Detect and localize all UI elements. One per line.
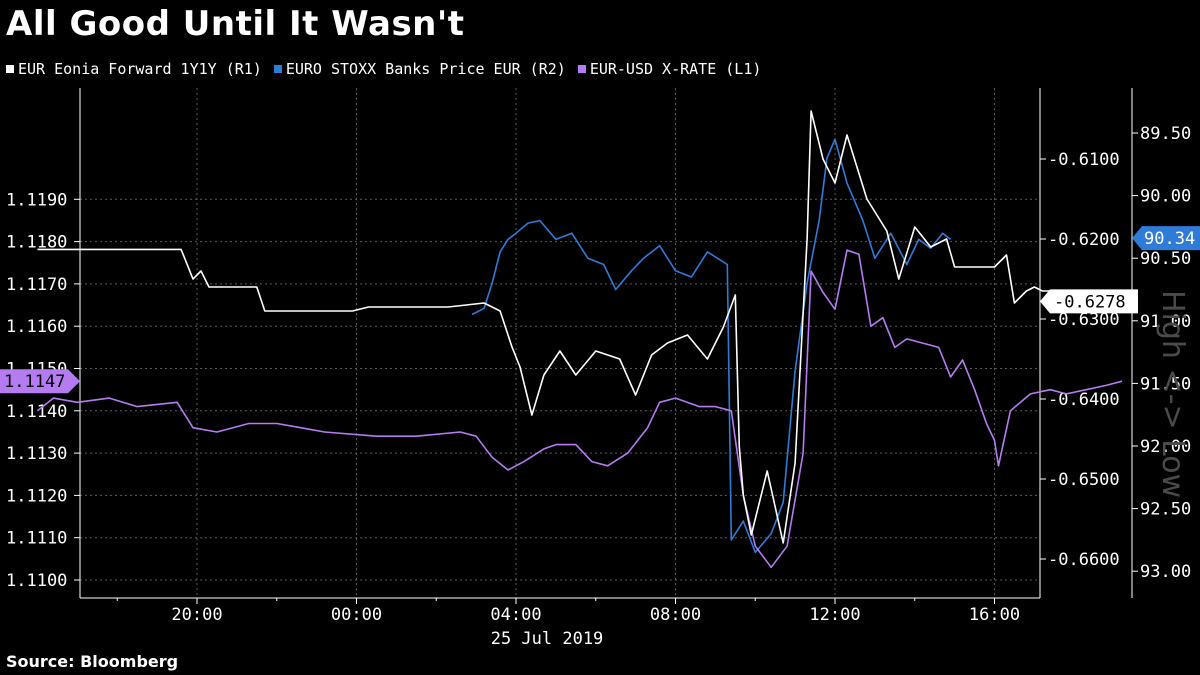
x-date-label: 25 Jul 2019 (491, 629, 604, 649)
y-tick-label-r2: 90.50 (1140, 249, 1191, 269)
chart-legend: EUR Eonia Forward 1Y1Y (R1) EURO STOXX B… (6, 60, 761, 78)
y-tick-label-left: 1.1170 (6, 275, 67, 295)
y-tick-label-left: 1.1180 (6, 233, 67, 253)
y-tick-label-r1: -0.6600 (1048, 550, 1120, 570)
y-tick-label-r2: 90.00 (1140, 187, 1191, 207)
y-tick-label-left: 1.1130 (6, 444, 67, 464)
legend-item-stoxx: EURO STOXX Banks Price EUR (R2) (273, 60, 566, 78)
legend-item-eonia: EUR Eonia Forward 1Y1Y (R1) (6, 60, 262, 78)
y-tick-label-left: 1.1120 (6, 486, 67, 506)
y-tick-label-r1: -0.6200 (1048, 230, 1120, 250)
x-tick-label: 20:00 (171, 605, 222, 625)
y-tick-label-r1: -0.6500 (1048, 470, 1120, 490)
x-tick-label: 04:00 (490, 605, 541, 625)
y-tick-label-r1: -0.6400 (1048, 390, 1120, 410)
source-note: Source: Bloomberg (6, 652, 179, 671)
series-line-stoxx (471, 138, 952, 554)
legend-label-stoxx: EURO STOXX Banks Price EUR (R2) (285, 60, 566, 78)
series-line-eonia (37, 110, 1115, 544)
legend-swatch-eurusd (577, 65, 586, 73)
y-tick-label-r2: 91.00 (1140, 312, 1191, 332)
y-tick-label-left: 1.1110 (6, 529, 67, 549)
series-line-eurusd (37, 249, 1123, 569)
y-tick-label-left: 1.1160 (6, 317, 67, 337)
last-value-tag-eonia (1040, 289, 1138, 314)
x-tick-label: 08:00 (650, 605, 701, 625)
y-tick-label-left: 1.1140 (6, 402, 67, 422)
legend-item-eurusd: EUR-USD X-RATE (L1) (577, 60, 762, 78)
y-tick-label-r2: 91.50 (1140, 374, 1191, 394)
y-tick-label-r2: 92.00 (1140, 437, 1191, 457)
legend-label-eurusd: EUR-USD X-RATE (L1) (589, 60, 762, 78)
y-tick-label-r2: 93.00 (1140, 562, 1191, 582)
x-tick-label: 16:00 (969, 605, 1020, 625)
legend-label-eonia: EUR Eonia Forward 1Y1Y (R1) (18, 60, 262, 78)
y-tick-label-r2: 89.50 (1140, 124, 1191, 144)
y-tick-label-r1: -0.6300 (1048, 310, 1120, 330)
y-tick-label-r2: 92.50 (1140, 500, 1191, 520)
last-value-label-eonia: -0.6278 (1054, 292, 1126, 312)
last-value-tag-stoxx (1132, 226, 1200, 251)
last-value-tag-eurusd (0, 369, 80, 394)
last-value-label-stoxx: 90.34 (1144, 229, 1195, 249)
y-tick-label-r1: -0.6100 (1048, 150, 1120, 170)
legend-swatch-eonia (6, 65, 14, 73)
y-tick-label-left: 1.1190 (6, 190, 67, 210)
x-tick-label: 00:00 (331, 605, 382, 625)
last-value-label-eurusd: 1.1147 (4, 372, 65, 392)
y-tick-label-left: 1.1100 (6, 571, 67, 591)
chart-title: All Good Until It Wasn't (6, 4, 465, 44)
legend-swatch-stoxx (273, 65, 282, 73)
watermark-text: High <-> Low (1155, 290, 1190, 499)
x-tick-label: 12:00 (809, 605, 860, 625)
